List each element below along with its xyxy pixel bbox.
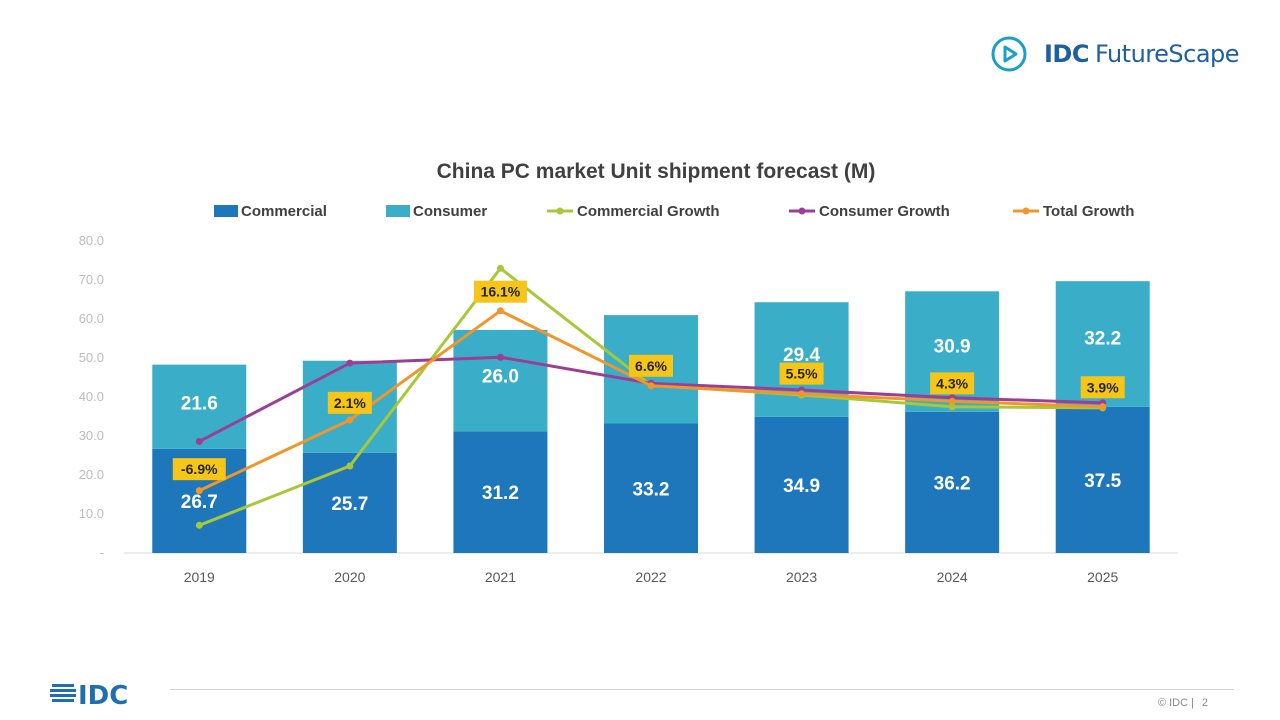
growth-label-box [779, 362, 824, 385]
legend-marker-total-growth [1022, 207, 1030, 215]
growth-label: 6.6% [635, 358, 667, 374]
point-commercial-growth [948, 403, 956, 411]
y-tick-label: 70.0 [79, 272, 104, 287]
point-commercial-growth [496, 264, 504, 272]
y-tick-label: 80.0 [79, 233, 104, 248]
point-commercial-growth [195, 521, 203, 529]
bar-commercial [905, 411, 1000, 553]
growth-label-box [172, 458, 226, 481]
brand-header: IDC FutureScape [990, 34, 1240, 74]
idc-footer-logo: IDC [50, 681, 128, 711]
point-total-growth [346, 416, 354, 424]
bar-label-commercial: 33.2 [633, 479, 670, 500]
y-tick-label: 20.0 [79, 467, 104, 482]
x-tick-label: 2019 [184, 569, 215, 585]
bar-commercial [754, 416, 849, 553]
page-number: 2 [1201, 697, 1208, 709]
bar-consumer [453, 329, 548, 432]
bar-consumer [152, 364, 247, 449]
footer-logo-text: IDC [78, 681, 128, 711]
copyright-text: © IDC | [1157, 697, 1194, 709]
chart-title: China PC market Unit shipment forecast (… [437, 160, 876, 183]
bar-label-consumer: 26.0 [482, 367, 519, 388]
bar-label-consumer: 29.4 [783, 345, 820, 366]
bar-label-consumer: 32.2 [1084, 329, 1121, 350]
growth-label: 3.9% [1087, 379, 1119, 395]
growth-label-box [1080, 376, 1125, 399]
x-tick-label: 2025 [1087, 569, 1118, 585]
legend-label-consumer: Consumer [413, 203, 487, 220]
legend-label-consumer-growth: Consumer Growth [819, 203, 950, 220]
legend-marker-commercial-growth [556, 207, 564, 215]
bar-label-consumer: 30.9 [934, 337, 971, 358]
point-total-growth [496, 307, 504, 315]
x-tick-label: 2024 [937, 569, 968, 585]
growth-label: 4.3% [936, 375, 968, 391]
footer-copyright: © IDC | [1158, 697, 1194, 709]
growth-label: 5.5% [786, 366, 818, 382]
bar-commercial [453, 431, 548, 553]
growth-label-box [930, 372, 975, 395]
legend-label-total-growth: Total Growth [1043, 203, 1134, 220]
x-tick-label: 2022 [635, 569, 666, 585]
bar-label-consumer: 21.6 [181, 394, 218, 415]
point-total-growth [647, 382, 655, 390]
y-tick-label: 30.0 [79, 428, 104, 443]
growth-label: -6.9% [181, 461, 218, 477]
bar-label-commercial: 37.5 [1084, 471, 1121, 492]
x-tick-label: 2023 [786, 569, 817, 585]
y-tick-label: - [100, 545, 104, 560]
point-consumer-growth [346, 359, 354, 367]
brand-idc: IDC [1044, 40, 1089, 68]
legend-label-commercial: Commercial [241, 203, 327, 220]
legend-swatch-commercial [214, 205, 238, 217]
point-consumer-growth [195, 437, 203, 445]
y-tick-label: 60.0 [79, 311, 104, 326]
legend-label-commercial-growth: Commercial Growth [577, 203, 720, 220]
point-consumer-growth [496, 353, 504, 361]
bar-label-commercial: 31.2 [482, 483, 519, 504]
point-total-growth [195, 487, 203, 495]
x-tick-label: 2020 [334, 569, 365, 585]
point-commercial-growth [346, 462, 354, 470]
y-tick-label: 50.0 [79, 350, 104, 365]
brand-product: FutureScape [1094, 40, 1240, 68]
bar-label-commercial: 34.9 [783, 476, 820, 497]
point-total-growth [798, 390, 806, 398]
point-total-growth [948, 397, 956, 405]
x-tick-label: 2021 [485, 569, 516, 585]
growth-label: 2.1% [334, 395, 366, 411]
legend-swatch-consumer [386, 205, 410, 217]
legend-marker-consumer-growth [798, 207, 806, 215]
growth-label-box [327, 391, 372, 414]
bar-commercial [604, 423, 698, 553]
growth-label: 16.1% [481, 284, 521, 300]
bar-commercial [1055, 406, 1150, 553]
growth-label-box [629, 354, 673, 377]
futurescape-play-icon [991, 36, 1027, 72]
footer-divider [170, 689, 1234, 690]
growth-label-box [473, 280, 527, 303]
bar-label-commercial: 25.7 [331, 494, 368, 515]
bar-label-commercial: 36.2 [934, 473, 971, 494]
y-tick-label: 10.0 [79, 506, 104, 521]
y-tick-label: 40.0 [79, 389, 104, 404]
point-total-growth [1099, 403, 1107, 411]
bar-label-commercial: 26.7 [181, 492, 218, 513]
